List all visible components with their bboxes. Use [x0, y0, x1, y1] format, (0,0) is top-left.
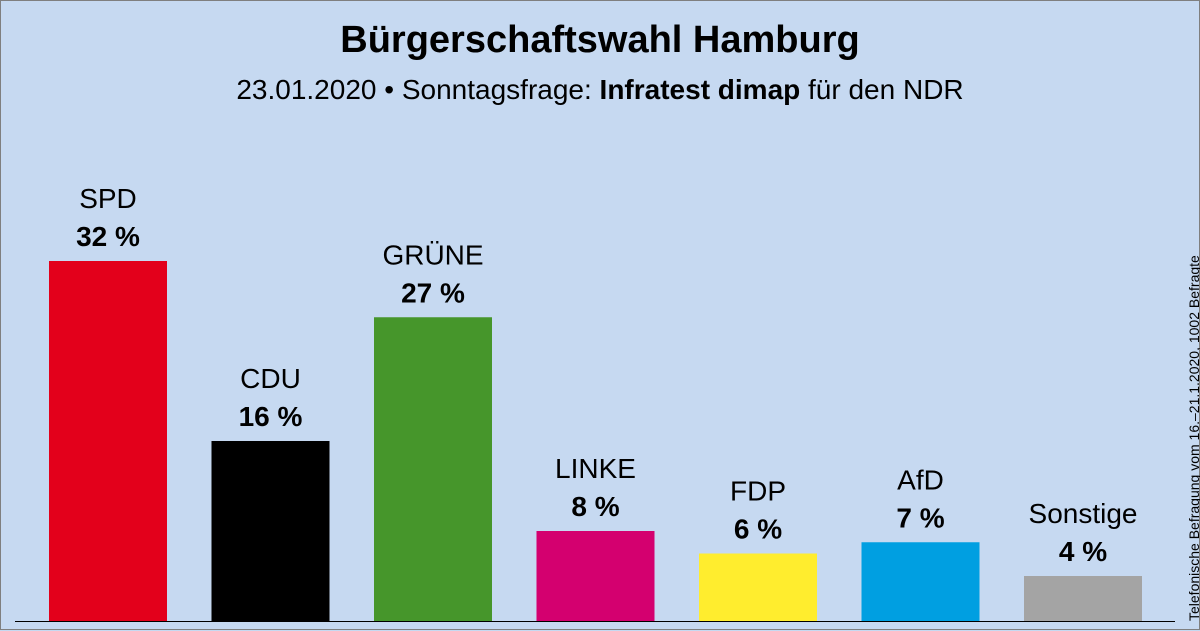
bar-sonstige — [1024, 576, 1142, 621]
category-label-sonstige: Sonstige — [1029, 498, 1138, 529]
bar-afd — [861, 542, 980, 621]
chart-subtitle: 23.01.2020 • Sonntagsfrage: Infratest di… — [1, 74, 1199, 106]
category-label-cdu: CDU — [240, 363, 301, 394]
subtitle-bullet: • — [384, 74, 395, 105]
chart-title: Bürgerschaftswahl Hamburg — [340, 19, 860, 61]
bar-linke — [536, 531, 655, 621]
category-label-afd: AfD — [897, 464, 944, 495]
value-label-linke: 8 % — [571, 491, 619, 522]
value-label-sonstige: 4 % — [1059, 536, 1107, 567]
bar-spd — [49, 261, 167, 621]
value-label-spd: 32 % — [76, 221, 140, 252]
category-label-spd: SPD — [79, 183, 137, 214]
bar-gr-ne — [374, 317, 492, 621]
poll-type: Sonntagsfrage: — [401, 74, 592, 105]
survey-note: Telefonische Befragung vom 16.–21.1.2020… — [1186, 255, 1200, 621]
bar-cdu — [211, 441, 330, 621]
value-label-afd: 7 % — [896, 502, 944, 533]
category-label-fdp: FDP — [730, 476, 786, 507]
category-label-linke: LINKE — [555, 453, 636, 484]
value-label-fdp: 6 % — [734, 514, 782, 545]
poll-client: für den NDR — [808, 74, 964, 105]
value-label-gr-ne: 27 % — [401, 277, 465, 308]
bar-fdp — [699, 553, 817, 621]
chart-baseline — [15, 621, 1175, 622]
poll-institute: Infratest dimap — [599, 74, 801, 105]
category-label-gr-ne: GRÜNE — [382, 239, 483, 270]
poll-date: 23.01.2020 — [236, 74, 377, 105]
value-label-cdu: 16 % — [239, 401, 303, 432]
